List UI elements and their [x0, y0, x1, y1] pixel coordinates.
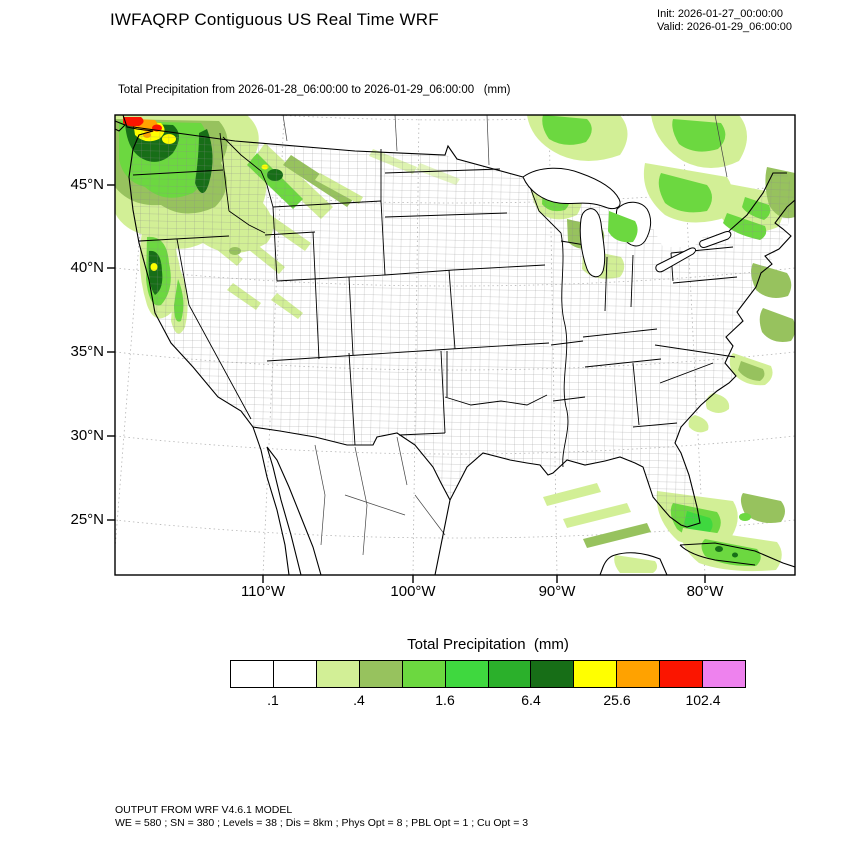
- colorbar-tick-label: 6.4: [521, 692, 541, 708]
- colorbar-tick-label: 25.6: [603, 692, 631, 708]
- model-info-line2: WE = 580 ; SN = 380 ; Levels = 38 ; Dis …: [115, 817, 529, 829]
- national-borders: [132, 126, 787, 501]
- model-info-line1: OUTPUT FROM WRF V4.6.1 MODEL: [115, 804, 293, 816]
- colorbar: [230, 660, 746, 688]
- colorbar-tick-label: 1.6: [435, 692, 455, 708]
- foreign-borders: [282, 115, 728, 556]
- lat-tick-label: 45°N: [70, 176, 104, 193]
- colorbar-cell: [574, 661, 618, 687]
- colorbar-cell: [660, 661, 704, 687]
- coastline: [115, 115, 795, 575]
- init-time: Init: 2026-01-27_00:00:00: [657, 8, 784, 20]
- colorbar-cell: [617, 661, 661, 687]
- lat-tick-label: 40°N: [70, 259, 104, 276]
- run-info: Init: 2026-01-27_00:00:00 Valid: 2026-01…: [657, 8, 792, 34]
- colorbar-ticks: .1 .4 1.6 6.4 25.6 102.4: [230, 692, 746, 712]
- map-frame: [114, 114, 796, 576]
- colorbar-cell: [531, 661, 575, 687]
- lat-tick-label: 30°N: [70, 427, 104, 444]
- colorbar-tick-label: 102.4: [685, 692, 721, 708]
- colorbar-tick-label: .1: [267, 692, 279, 708]
- valid-time: Valid: 2026-01-29_06:00:00: [657, 21, 792, 33]
- lat-tick-label: 35°N: [70, 343, 104, 360]
- colorbar-tick-label: .4: [353, 692, 365, 708]
- conus-precipitation-map: [107, 114, 796, 583]
- colorbar-cell: [703, 661, 746, 687]
- colorbar-cell: [273, 661, 317, 687]
- lat-tick-label: 25°N: [70, 511, 104, 528]
- legend-title: Total Precipitation (mm): [407, 636, 569, 653]
- colorbar-cell: [402, 661, 446, 687]
- map-subtitle: Total Precipitation from 2026-01-28_06:0…: [118, 84, 511, 96]
- great-lakes: [522, 167, 732, 278]
- colorbar-cell: [231, 661, 274, 687]
- state-borders: [132, 132, 738, 468]
- overlake-precip: [608, 211, 638, 243]
- colorbar-cell: [316, 661, 360, 687]
- model-info: OUTPUT FROM WRF V4.6.1 MODEL WE = 580 ; …: [115, 804, 528, 830]
- legend: Total Precipitation (mm) .1 .4 1.6 6.4 25.6 1…: [230, 636, 746, 712]
- colorbar-cell: [445, 661, 489, 687]
- axis-ticks: [107, 184, 706, 583]
- colorbar-cell: [359, 661, 403, 687]
- colorbar-cell: [488, 661, 532, 687]
- page-title: IWFAQRP Contiguous US Real Time WRF: [110, 10, 439, 29]
